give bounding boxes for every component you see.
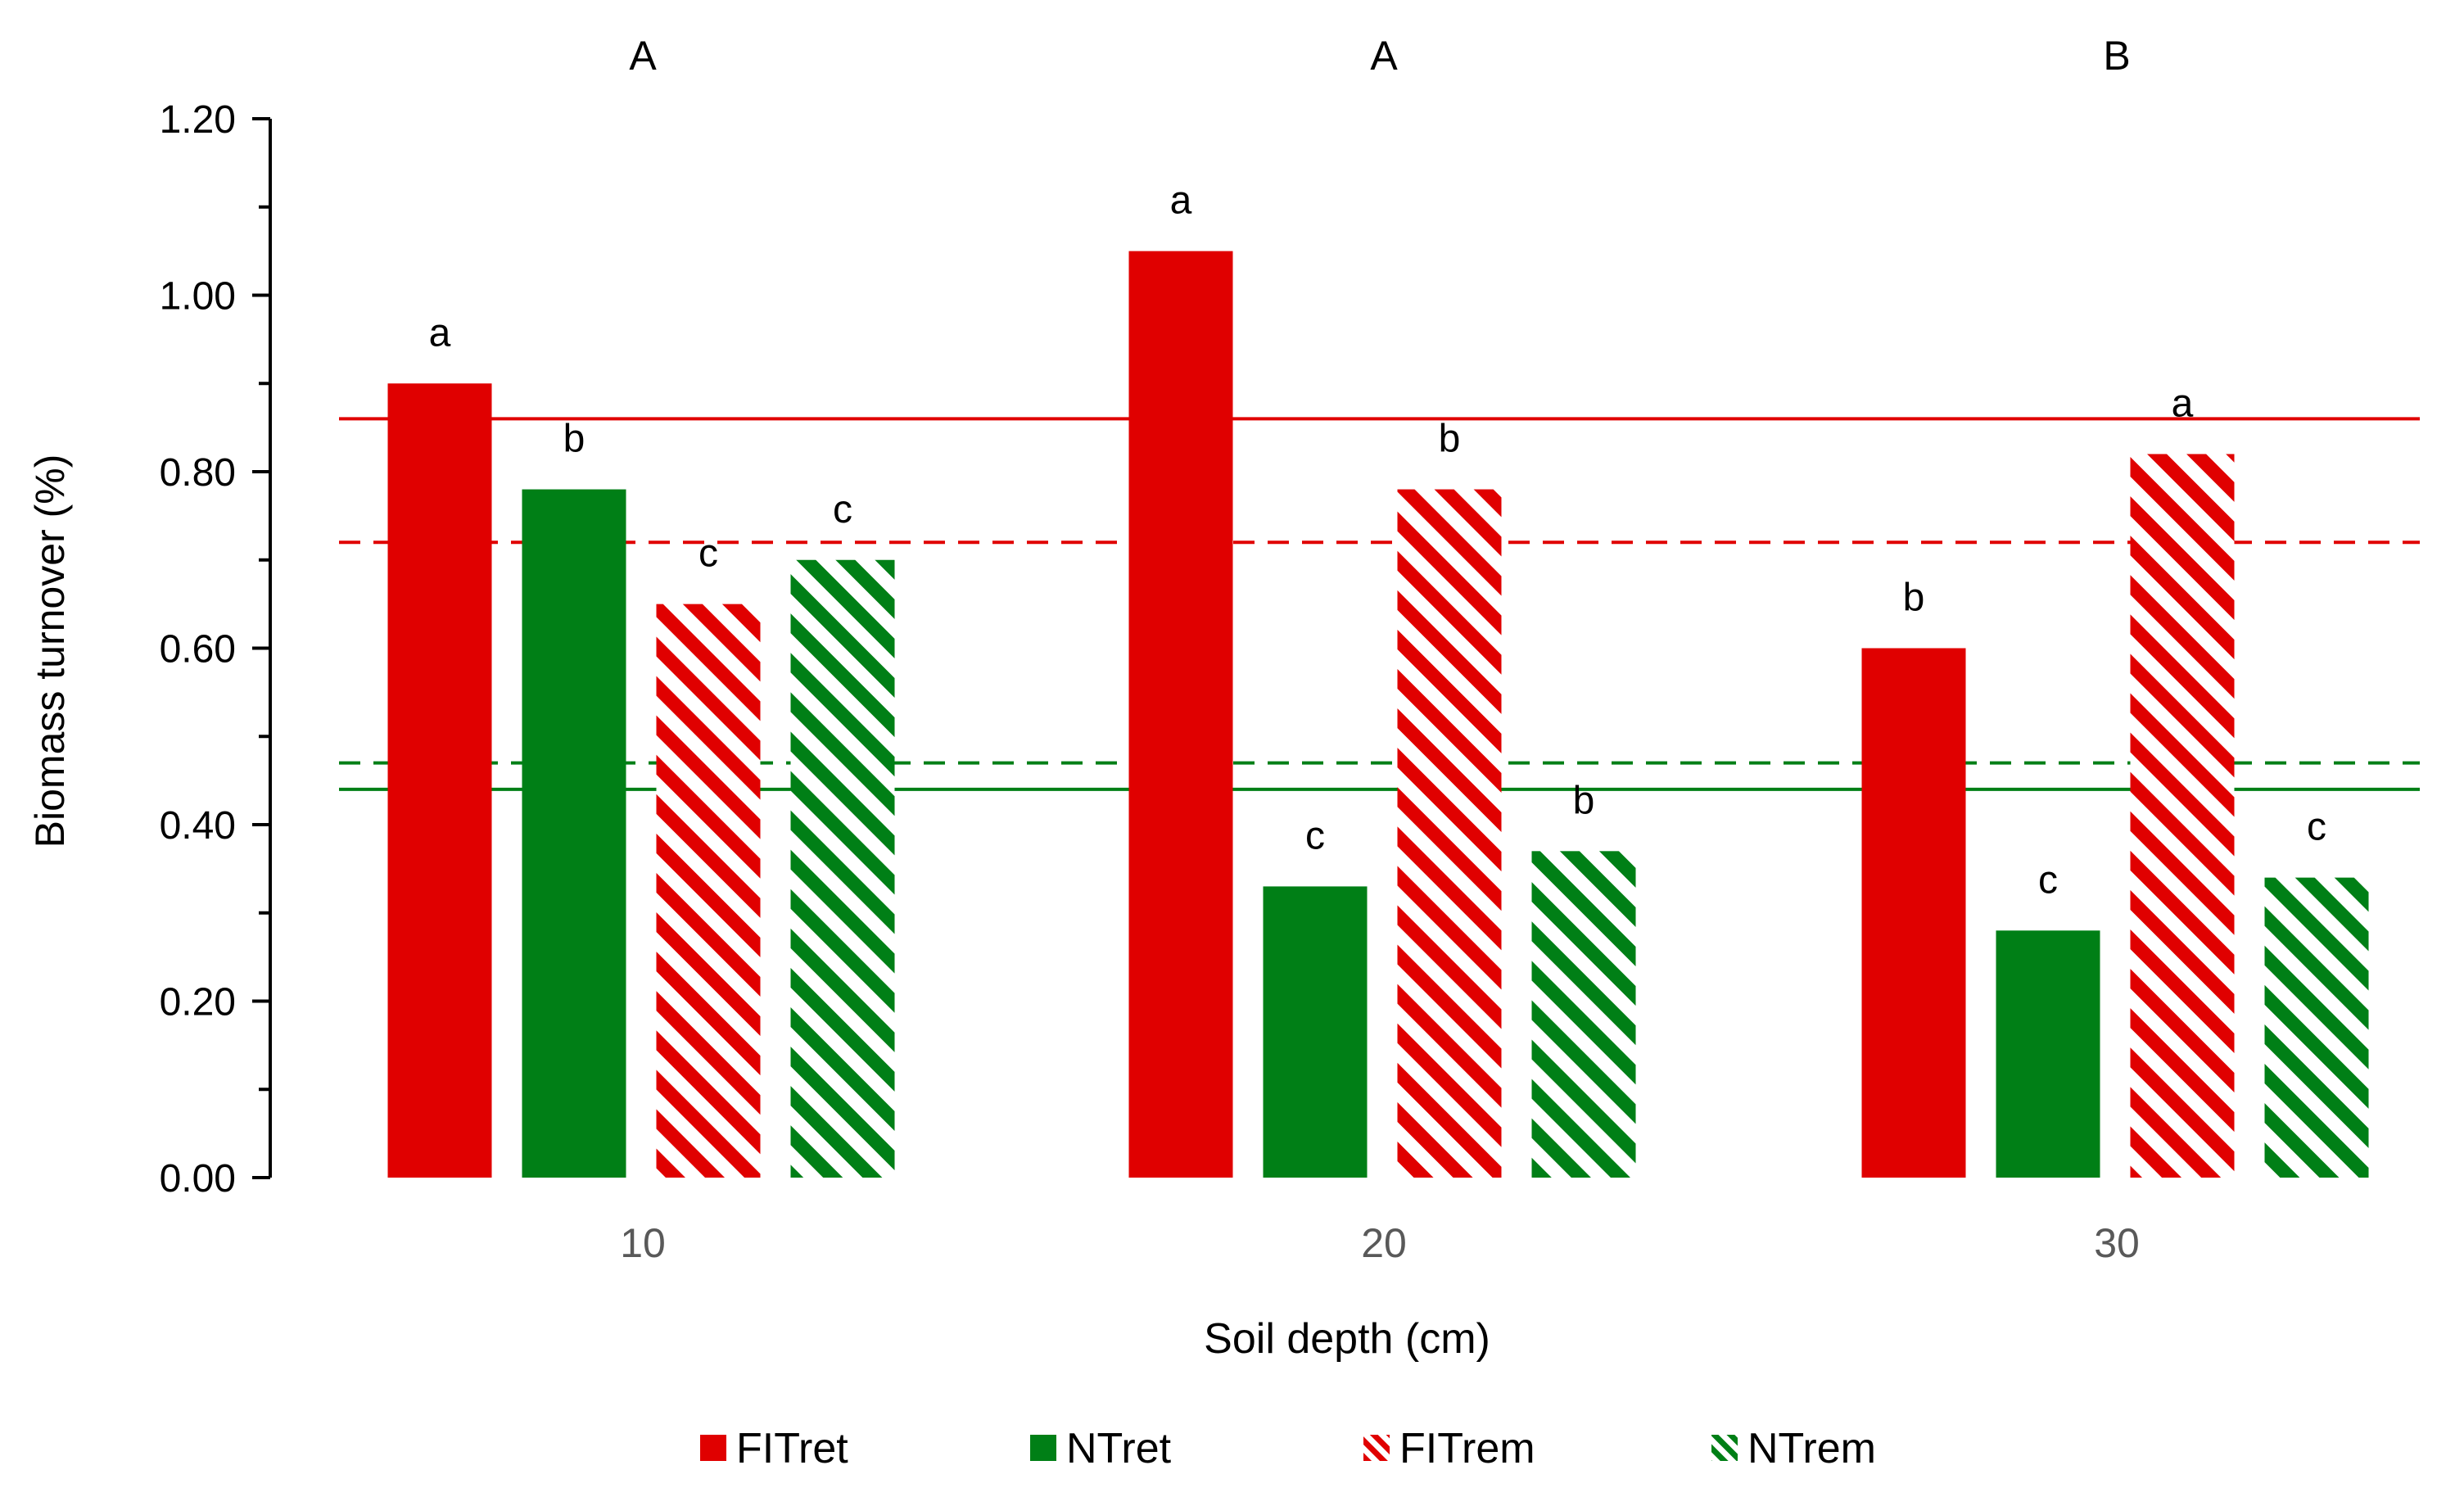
- x-tick-label: 30: [2094, 1220, 2140, 1266]
- legend: FITret NTret FITrem NTrem: [700, 1425, 1876, 1472]
- legend-swatch: [700, 1435, 726, 1461]
- bar-ntrem-10: [790, 559, 895, 1178]
- legend-label: FITrem: [1399, 1425, 1535, 1472]
- legend-item-ntrem: NTrem: [1711, 1425, 1876, 1472]
- x-tick-labels: 10 20 30: [620, 1220, 2140, 1266]
- group-letter: B: [2103, 33, 2130, 79]
- bar-ntret-10: [522, 489, 626, 1178]
- bar-fitrem-30: [2130, 454, 2235, 1178]
- group-letter: A: [1370, 33, 1398, 79]
- y-tick-label: 0.60: [160, 628, 236, 672]
- bar-ntret-20: [1263, 886, 1368, 1178]
- bar-ntrem-20: [1531, 851, 1636, 1178]
- bar-ntret-30: [1996, 930, 2100, 1178]
- legend-item-fitrem: FITrem: [1363, 1425, 1535, 1472]
- y-axis: [252, 117, 272, 1179]
- legend-label: NTret: [1066, 1425, 1172, 1472]
- reference-lines: [339, 417, 2420, 791]
- bars: [387, 251, 2369, 1178]
- x-tick-label: 10: [620, 1220, 666, 1266]
- bar-fitrem-20: [1397, 489, 1502, 1178]
- bar-letter: c: [2307, 806, 2326, 849]
- bar-letter: a: [2172, 382, 2194, 425]
- legend-item-ntret: NTret: [1030, 1425, 1172, 1472]
- bar-letter: c: [699, 532, 718, 576]
- group-letter: A: [629, 33, 657, 79]
- bar-letter: a: [1170, 179, 1192, 223]
- bar-letter: c: [2038, 858, 2058, 902]
- bar-fitret-30: [1861, 648, 1966, 1178]
- bar-fitret-10: [387, 383, 492, 1178]
- y-tick-label: 0.80: [160, 451, 236, 495]
- bar-fitret-20: [1128, 251, 1233, 1178]
- bar-letter: b: [563, 418, 585, 461]
- bar-letter: c: [1305, 814, 1325, 857]
- y-tick-labels: 0.00 0.20 0.40 0.60 0.80 1.00 1.20: [160, 98, 236, 1201]
- bar-fitrem-10: [656, 604, 761, 1178]
- legend-swatch: [1711, 1435, 1738, 1461]
- bar-letter: a: [429, 311, 451, 355]
- bar-letter: b: [1903, 577, 1925, 620]
- significance-letters: a a b b c c c b a c b c: [429, 179, 2326, 902]
- legend-label: FITret: [736, 1425, 848, 1472]
- y-tick-label: 0.20: [160, 981, 236, 1024]
- y-tick-label: 0.40: [160, 804, 236, 848]
- legend-label: NTrem: [1747, 1425, 1876, 1472]
- legend-swatch: [1363, 1435, 1390, 1461]
- bar-ntrem-30: [2264, 877, 2369, 1178]
- legend-swatch: [1030, 1435, 1056, 1461]
- y-tick-label: 1.20: [160, 98, 236, 142]
- y-axis-label: Biomass turnover (%): [27, 455, 73, 848]
- legend-item-fitret: FITret: [700, 1425, 848, 1472]
- bar-letter: b: [1439, 418, 1461, 461]
- x-axis-label: Soil depth (cm): [1204, 1315, 1490, 1363]
- bar-letter: b: [1573, 779, 1595, 822]
- x-tick-label: 20: [1361, 1220, 1407, 1266]
- y-tick-label: 1.00: [160, 275, 236, 319]
- y-tick-label: 0.00: [160, 1157, 236, 1201]
- bar-letter: c: [833, 488, 852, 531]
